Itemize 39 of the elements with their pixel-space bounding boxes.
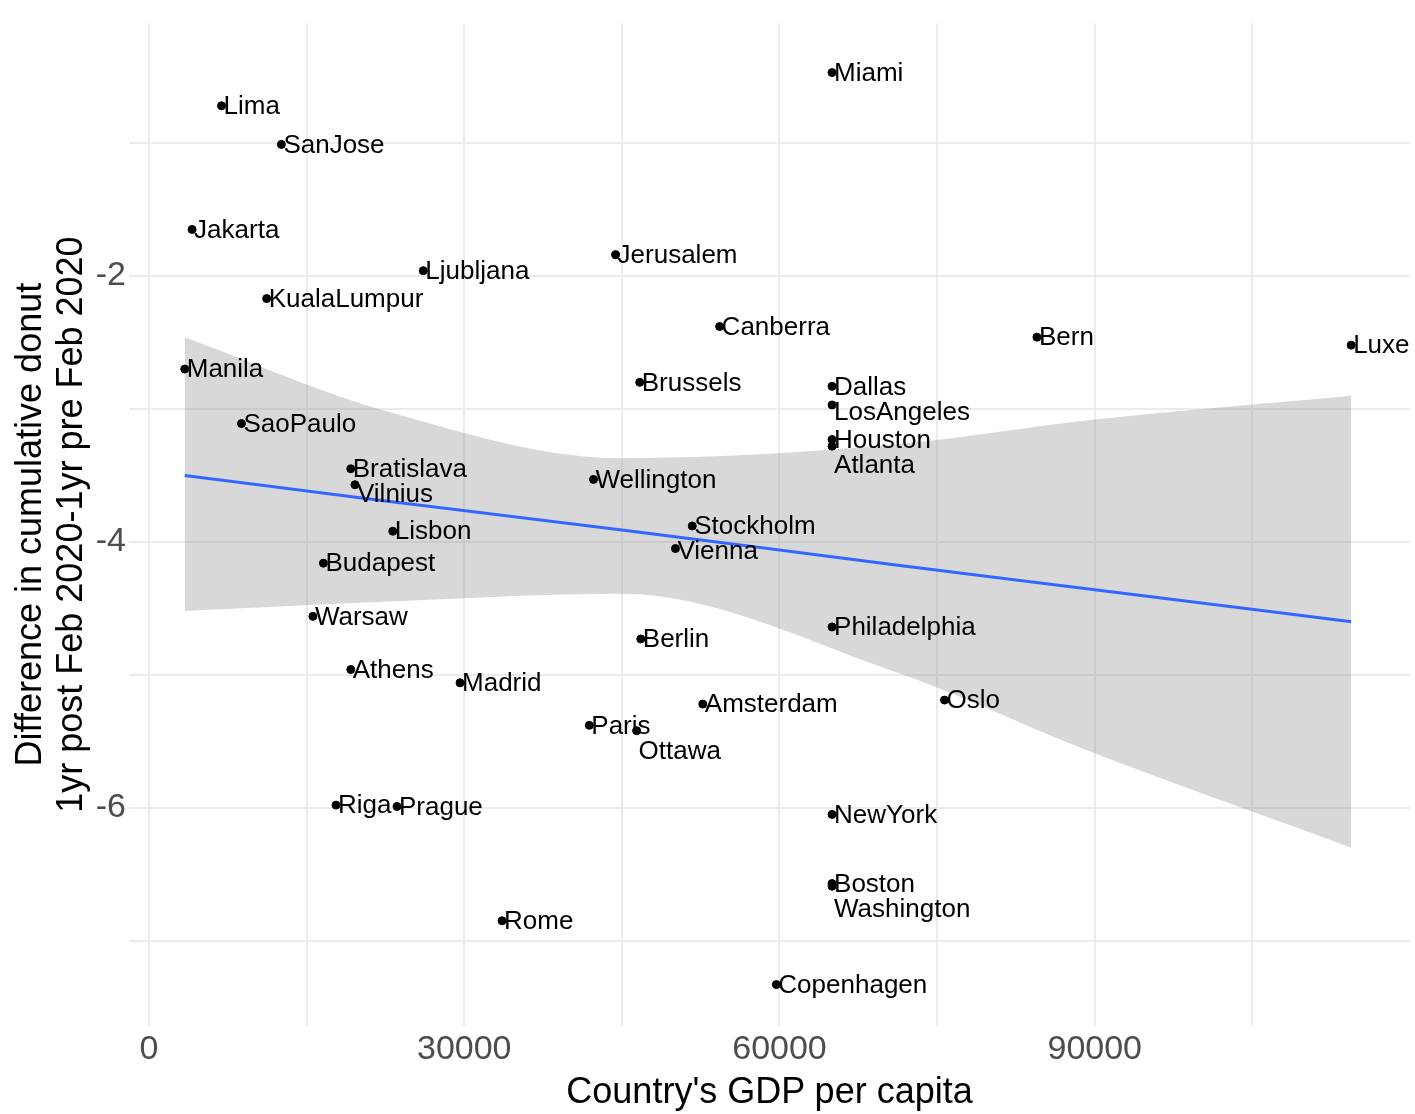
y-tick-label: -2 bbox=[95, 254, 127, 293]
annotation: Oslo bbox=[946, 684, 1000, 715]
annotation: Budapest bbox=[325, 547, 437, 578]
annotation: Lisbon bbox=[394, 515, 472, 546]
annotation: Warsaw bbox=[314, 600, 409, 631]
annotation: KualaLumpur bbox=[268, 282, 424, 313]
x-tick-label: 30000 bbox=[416, 1027, 512, 1066]
annotation: Lima bbox=[223, 90, 281, 120]
annotation: Miami bbox=[834, 56, 904, 87]
annotation: Manila bbox=[186, 353, 264, 384]
annotation: Ottawa bbox=[638, 734, 722, 765]
x-axis-title: Country's GDP per capita bbox=[566, 1070, 974, 1112]
annotation: Philadelphia bbox=[834, 611, 977, 642]
annotation: Berlin bbox=[642, 623, 710, 654]
annotation: Wellington bbox=[595, 463, 717, 494]
y-tick-label: -6 bbox=[95, 786, 127, 825]
annotation: Ljubljana bbox=[425, 254, 530, 285]
annotation: Luxe bbox=[1353, 329, 1410, 360]
annotation: Atlanta bbox=[834, 448, 916, 479]
annotation: Riga bbox=[338, 789, 393, 820]
annotation: Brussels bbox=[641, 366, 742, 397]
annotation: SaoPaulo bbox=[243, 407, 357, 438]
annotation: Madrid bbox=[462, 666, 542, 697]
x-tick-label: 0 bbox=[139, 1027, 159, 1066]
annotation: NewYork bbox=[834, 798, 939, 829]
y-tick-label: -4 bbox=[95, 520, 127, 559]
annotation: SanJose bbox=[283, 128, 385, 159]
annotation: Athens bbox=[352, 653, 434, 684]
annotation: Rome bbox=[504, 904, 574, 935]
y-axis-title: Difference in cumulative donut 1yr post Feb 2020-1yr pre Feb 2020 bbox=[7, 236, 91, 813]
annotation: Amsterdam bbox=[704, 688, 838, 719]
x-tick-label: 90000 bbox=[1047, 1027, 1143, 1066]
annotation: Jerusalem bbox=[617, 238, 738, 269]
annotation: Bern bbox=[1038, 321, 1094, 352]
annotation: Prague bbox=[398, 790, 483, 821]
x-tick-label: 60000 bbox=[732, 1027, 827, 1066]
annotation: Canberra bbox=[721, 310, 831, 341]
annotation: Copenhagen bbox=[778, 968, 928, 999]
annotation: Jakarta bbox=[194, 213, 280, 244]
